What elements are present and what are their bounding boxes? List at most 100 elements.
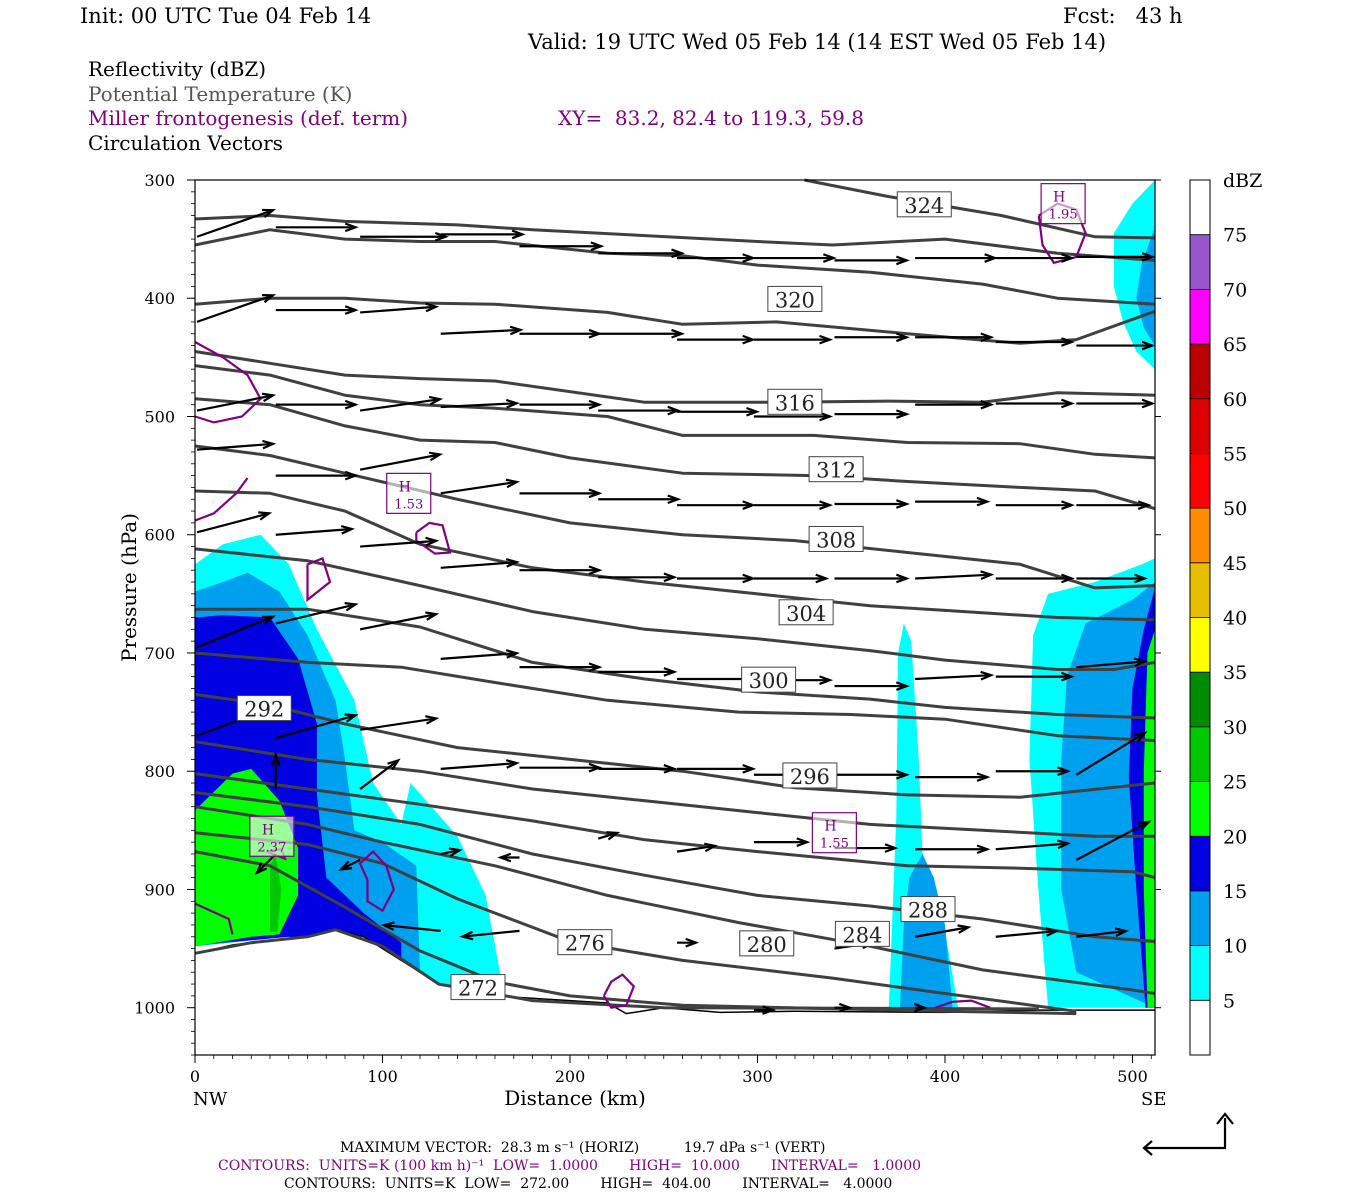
colorbar-label: 30 (1223, 717, 1247, 739)
x-end-label-left: NW (193, 1089, 228, 1110)
circulation-vector (597, 831, 621, 841)
colorbar-cell (1190, 726, 1210, 782)
circulation-vector (380, 921, 441, 932)
circulation-vector (753, 334, 834, 345)
reflectivity-region (900, 854, 953, 1008)
svg-text:H: H (399, 479, 411, 495)
circulation-vector (913, 1002, 928, 1013)
x-tick-label: 300 (742, 1067, 773, 1086)
colorbar-cell (1190, 617, 1210, 673)
theta-contour (804, 178, 1156, 240)
frontogenesis-contour (415, 521, 452, 555)
colorbar-label: 35 (1223, 662, 1247, 684)
x-axis-label: Distance (km) (504, 1086, 646, 1110)
colorbar-label: 70 (1223, 279, 1247, 301)
frontogenesis-contour (306, 556, 332, 603)
circulation-vector (275, 524, 355, 536)
circulation-vector (753, 253, 837, 263)
circulation-vector (753, 411, 834, 422)
svg-text:1.55: 1.55 (820, 837, 849, 852)
theta-label: 272 (450, 974, 506, 1001)
theta-label: 304 (778, 599, 834, 626)
circulation-vector (1076, 252, 1156, 262)
colorbar-cell (1190, 890, 1210, 946)
circulation-vector (254, 853, 277, 876)
frontogenesis-contour (602, 973, 636, 1009)
colorbar-label: 10 (1223, 936, 1247, 958)
colorbar-cell (1190, 836, 1210, 891)
colorbar-cell (1190, 562, 1210, 618)
x-end-label-right: SE (1141, 1089, 1166, 1110)
circulation-vector (1076, 573, 1148, 584)
valid-time: Valid: 19 UTC Wed 05 Feb 14 (14 EST Wed … (528, 30, 1107, 54)
circulation-vector (1076, 398, 1156, 409)
theta-contour (194, 791, 1156, 943)
circulation-vector (915, 253, 999, 263)
colorbar-cell (1190, 289, 1210, 345)
x-tick-label: 100 (367, 1067, 398, 1086)
circulation-vector (275, 602, 359, 625)
circulation-vector (677, 764, 757, 774)
circulation-vector (275, 399, 359, 410)
circulation-vector (440, 478, 520, 495)
circulation-vector (834, 1002, 853, 1013)
frontogenesis-max-label: H 2.37 (249, 815, 295, 857)
colorbar-cell (1190, 672, 1210, 727)
theta-contour (194, 547, 1156, 671)
circulation-vector (519, 328, 603, 339)
y-tick-label: 400 (144, 289, 175, 308)
circulation-vector (359, 451, 444, 471)
circulation-vector (275, 713, 359, 740)
circulation-vector (196, 294, 277, 323)
frontogenesis-contour (194, 477, 249, 522)
x-tick-label: 200 (555, 1067, 586, 1086)
frontogenesis-max-label: H 1.53 (386, 472, 432, 514)
forecast-hour: Fcst: 43 h (1063, 4, 1183, 28)
y-tick-label: 600 (144, 526, 175, 545)
circulation-vector (275, 222, 359, 233)
init-time: Init: 00 UTC Tue 04 Feb 14 (80, 4, 372, 28)
svg-text:316: 316 (775, 391, 815, 415)
circulation-vector (360, 302, 440, 314)
circulation-vector (519, 762, 603, 773)
circulation-vector (1076, 657, 1148, 669)
circulation-vector (459, 929, 520, 941)
theta-contour (194, 651, 1156, 742)
theta-contour (194, 740, 1155, 838)
circulation-vector (834, 332, 910, 343)
svg-text:312: 312 (816, 459, 856, 483)
circulation-vector (196, 392, 277, 412)
svg-text:292: 292 (244, 698, 284, 722)
colorbar-cell (1190, 234, 1210, 290)
terrain-layer (194, 928, 1155, 1055)
colorbar-cell (1190, 508, 1210, 563)
y-tick-label: 800 (144, 762, 175, 781)
circulation-vector (1076, 340, 1156, 351)
svg-text:324: 324 (904, 194, 944, 218)
circulation-vector (196, 439, 277, 451)
svg-text:296: 296 (790, 765, 830, 789)
theta-label: 276 (557, 929, 613, 956)
field-reflectivity: Reflectivity (dBZ) (88, 57, 267, 81)
cross-section-endpoints: XY= 83.2, 82.4 to 119.3, 59.8 (558, 106, 864, 130)
svg-text:H: H (824, 819, 836, 835)
colorbar-cell (1190, 453, 1210, 509)
reflectivity-core-25 (270, 854, 282, 932)
theta-contour (194, 228, 1156, 306)
axes-layer: 300 400 500 600 700 800 900 1000 0 100 200 300 400 50… (117, 171, 1166, 1110)
circulation-vector (995, 398, 1075, 409)
circulation-vector (440, 558, 520, 569)
circulation-vector (914, 924, 972, 938)
svg-text:272: 272 (458, 977, 498, 1001)
circulation-vector (497, 852, 520, 863)
svg-text:304: 304 (786, 602, 826, 626)
theta-contour (195, 607, 1156, 720)
circulation-vector (915, 496, 991, 507)
circulation-vector (834, 769, 910, 780)
theta-contour-note: CONTOURS: UNITS=K LOW= 272.00 HIGH= 404.… (284, 1176, 893, 1192)
terrain-mask (195, 929, 1155, 1055)
colorbar-label: 65 (1223, 334, 1247, 356)
colorbar-label: 45 (1223, 553, 1247, 575)
y-tick-label: 1000 (134, 999, 175, 1018)
